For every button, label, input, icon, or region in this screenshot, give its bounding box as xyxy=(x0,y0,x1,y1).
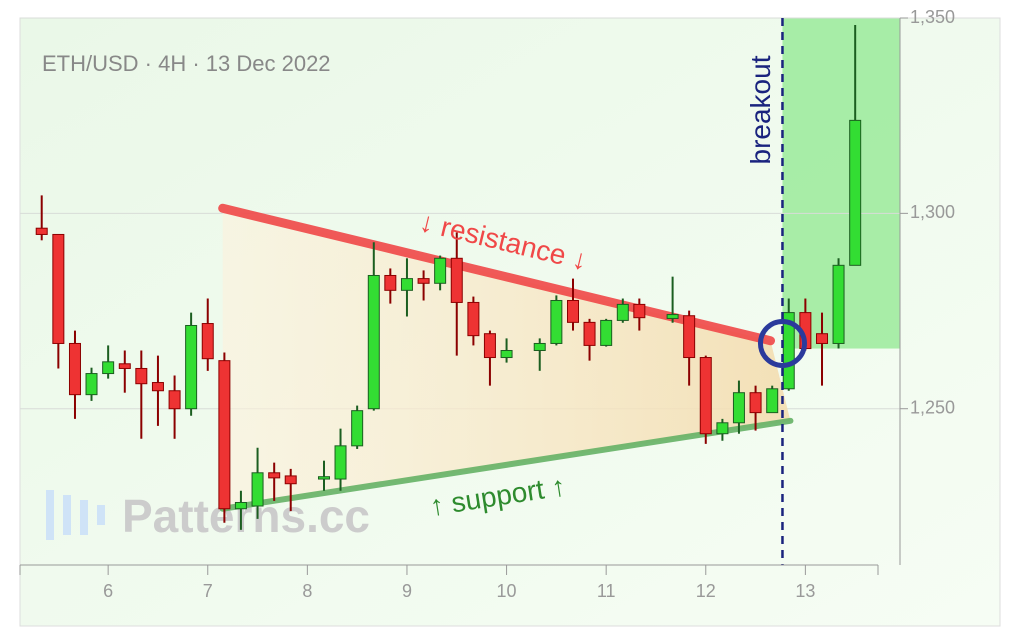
candle-body xyxy=(234,501,247,510)
candle-body xyxy=(483,333,496,359)
x-tick-label: 13 xyxy=(795,581,815,601)
candle-body xyxy=(251,472,264,507)
candle-body xyxy=(284,475,297,485)
candle-body xyxy=(749,392,762,414)
chart-title: ETH/USD · 4H · 13 Dec 2022 xyxy=(42,51,331,76)
candle-body xyxy=(567,299,580,323)
x-tick-label: 8 xyxy=(302,581,312,601)
candle-body xyxy=(600,319,613,346)
candle-body xyxy=(351,410,364,447)
resistance-line xyxy=(218,203,776,346)
candle-body xyxy=(85,373,98,396)
y-tick-label: 1,250 xyxy=(910,397,955,417)
x-tick-label: 6 xyxy=(103,581,113,601)
candle-body xyxy=(417,278,430,284)
x-tick-label: 7 xyxy=(203,581,213,601)
x-tick-label: 12 xyxy=(696,581,716,601)
candle-body xyxy=(400,278,413,291)
candle-body xyxy=(434,257,447,284)
candle-body xyxy=(218,360,231,510)
watermark: Patterns.cc xyxy=(122,490,370,542)
watermark-icon xyxy=(46,490,105,540)
candle-body xyxy=(102,361,115,375)
candle-body xyxy=(118,363,131,369)
x-tick-label: 9 xyxy=(402,581,412,601)
candle-body xyxy=(52,233,65,344)
candle-body xyxy=(633,303,646,319)
y-tick-label: 1,300 xyxy=(910,202,955,222)
candle-body xyxy=(500,349,513,359)
y-tick-label: 1,350 xyxy=(910,7,955,27)
candle-body xyxy=(732,392,745,424)
candle-body xyxy=(68,342,81,396)
candle-body xyxy=(699,357,712,435)
candle-body xyxy=(35,227,48,235)
candle-body xyxy=(384,274,397,291)
x-tick-label: 11 xyxy=(597,581,616,601)
candle-body xyxy=(450,257,463,303)
candle-body xyxy=(533,342,546,351)
candle-body xyxy=(782,312,795,390)
candle-body xyxy=(816,333,829,344)
candle-body xyxy=(268,472,281,479)
candle-body xyxy=(716,422,729,435)
candle-body xyxy=(135,367,148,385)
candle-body xyxy=(666,314,679,319)
candle-body xyxy=(151,382,164,392)
breakout-label: breakout xyxy=(745,55,776,164)
candle-body xyxy=(766,388,779,414)
x-tick-label: 10 xyxy=(497,581,517,601)
support-line xyxy=(219,417,794,512)
candle-body xyxy=(317,476,330,480)
candle-body xyxy=(168,390,181,410)
candle-body xyxy=(550,299,563,344)
candle-body xyxy=(185,324,198,410)
candle-body xyxy=(467,301,480,337)
candle-body xyxy=(849,119,862,266)
candle-body xyxy=(367,274,380,410)
candle-body xyxy=(201,323,214,360)
candle-body xyxy=(616,303,629,321)
candle-body xyxy=(334,445,347,480)
breakout-circle xyxy=(757,318,807,368)
candle-body xyxy=(583,321,596,346)
candle-body xyxy=(832,264,845,344)
candle-body xyxy=(683,315,696,359)
